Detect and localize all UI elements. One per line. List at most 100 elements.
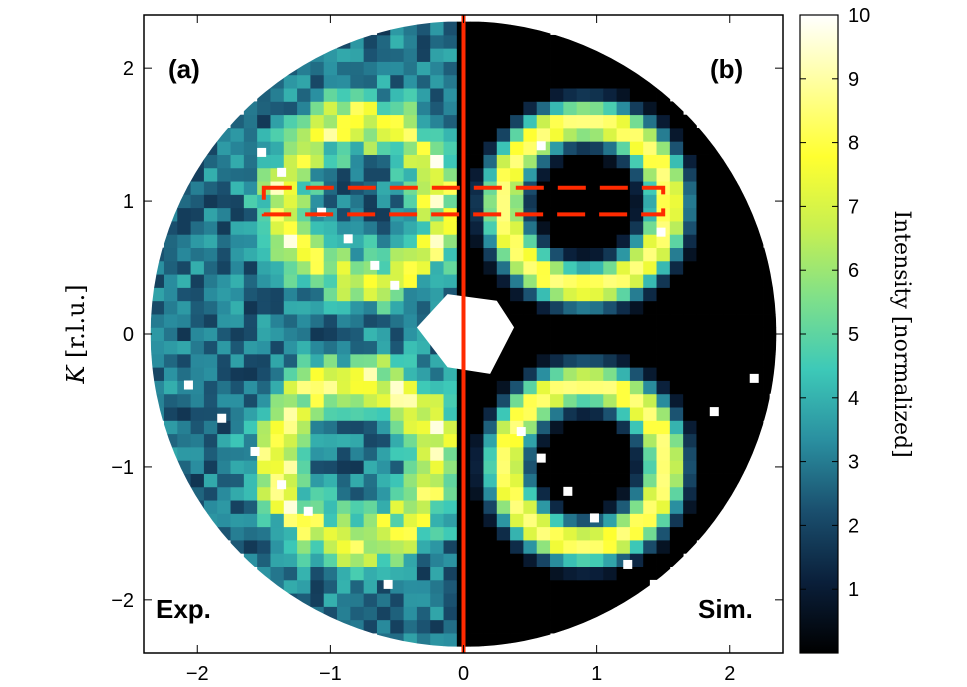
heatmap-cell — [683, 526, 697, 541]
heatmap-cell — [270, 513, 285, 528]
heatmap-cell — [310, 141, 325, 155]
heatmap-cell — [270, 566, 285, 581]
heatmap-cell — [496, 500, 511, 514]
heatmap-cell — [217, 314, 231, 328]
heatmap-cell — [470, 579, 484, 594]
heatmap-cell — [430, 420, 444, 435]
heatmap-cell — [643, 327, 657, 342]
heatmap-cell — [696, 486, 711, 501]
heatmap-cell — [443, 540, 458, 554]
heatmap-cell — [257, 353, 271, 368]
heatmap-cell — [616, 274, 631, 288]
heatmap-cell — [430, 473, 444, 488]
heatmap-cell — [483, 579, 498, 594]
heatmap-cell — [656, 154, 671, 169]
heatmap-cell — [629, 287, 644, 302]
heatmap-cell — [656, 367, 671, 381]
heatmap-cell — [483, 460, 498, 474]
heatmap-cell — [523, 460, 538, 474]
heatmap-cell — [217, 460, 231, 474]
heatmap-cell — [749, 300, 764, 315]
heatmap-cell — [297, 433, 311, 448]
heatmap-cell — [390, 420, 404, 435]
heatmap-cell — [696, 473, 711, 488]
heatmap-cell — [337, 606, 351, 621]
heatmap-cell — [416, 446, 431, 461]
heatmap-cell — [203, 274, 218, 288]
heatmap-cell — [363, 221, 378, 235]
heatmap-cell — [283, 127, 298, 142]
heatmap-cell — [257, 486, 271, 501]
heatmap-cell — [709, 234, 724, 249]
heatmap-cell — [203, 353, 218, 368]
heatmap-cell — [376, 167, 391, 182]
heatmap-cell — [576, 393, 591, 408]
heatmap-cell — [416, 473, 431, 488]
y-axis-label-unit: [r.l.u.] — [62, 284, 90, 365]
heatmap-cell — [376, 274, 391, 288]
heatmap-cell — [589, 74, 604, 89]
heatmap-cell — [257, 540, 271, 554]
heatmap-cell — [536, 460, 551, 474]
heatmap-cell — [257, 513, 271, 528]
heatmap-cell — [589, 141, 604, 155]
heatmap-cell — [536, 367, 551, 381]
heatmap-cell — [616, 247, 631, 262]
masked-cell — [370, 260, 380, 270]
heatmap-cell — [510, 234, 524, 249]
heatmap-cell — [430, 526, 444, 541]
heatmap-cell — [603, 247, 617, 262]
heatmap-cell — [669, 420, 684, 435]
heatmap-cell — [363, 566, 378, 581]
heatmap-cell — [470, 393, 484, 408]
heatmap-cell — [550, 127, 564, 142]
heatmap-cell — [257, 314, 271, 328]
heatmap-cell — [217, 340, 231, 355]
heatmap-cell — [749, 380, 764, 395]
heatmap-cell — [470, 500, 484, 514]
heatmap-cell — [643, 88, 657, 102]
heatmap-cell — [323, 327, 338, 342]
heatmap-cell — [230, 300, 245, 315]
heatmap-cell — [536, 300, 551, 315]
heatmap-cell — [350, 433, 365, 448]
heatmap-cell — [390, 167, 404, 182]
heatmap-cell — [297, 446, 311, 461]
heatmap-cell — [363, 300, 378, 315]
heatmap-cell — [443, 274, 458, 288]
heatmap-cell — [483, 114, 498, 129]
heatmap-cell — [629, 167, 644, 182]
heatmap-cell — [416, 367, 431, 381]
heatmap-cell — [616, 486, 631, 501]
heatmap-cell — [496, 513, 511, 528]
heatmap-cell — [483, 260, 498, 275]
heatmap-cell — [376, 433, 391, 448]
heatmap-cell — [470, 513, 484, 528]
x-tick-label: 1 — [591, 663, 602, 685]
heatmap-cell — [430, 34, 444, 49]
heatmap-cell — [403, 88, 418, 102]
heatmap-cell — [363, 167, 378, 182]
heatmap-cell — [270, 526, 285, 541]
heatmap-cell — [323, 127, 338, 142]
heatmap-cell — [643, 513, 657, 528]
heatmap-cell — [363, 353, 378, 368]
heatmap-cell — [390, 141, 404, 155]
heatmap-cell — [203, 167, 218, 182]
heatmap-cell — [656, 274, 671, 288]
heatmap-cell — [416, 619, 431, 634]
heatmap-cell — [589, 579, 604, 594]
heatmap-cell — [416, 48, 431, 62]
heatmap-cell — [603, 194, 617, 209]
heatmap-cell — [576, 606, 591, 621]
heatmap-cell — [536, 314, 551, 328]
heatmap-cell — [496, 48, 511, 62]
heatmap-cell — [470, 606, 484, 621]
masked-cell — [516, 427, 526, 437]
heatmap-cell — [656, 446, 671, 461]
heatmap-cell — [363, 473, 378, 488]
heatmap-cell — [350, 194, 365, 209]
heatmap-cell — [656, 380, 671, 395]
heatmap-cell — [603, 61, 617, 76]
heatmap-cell — [496, 407, 511, 421]
